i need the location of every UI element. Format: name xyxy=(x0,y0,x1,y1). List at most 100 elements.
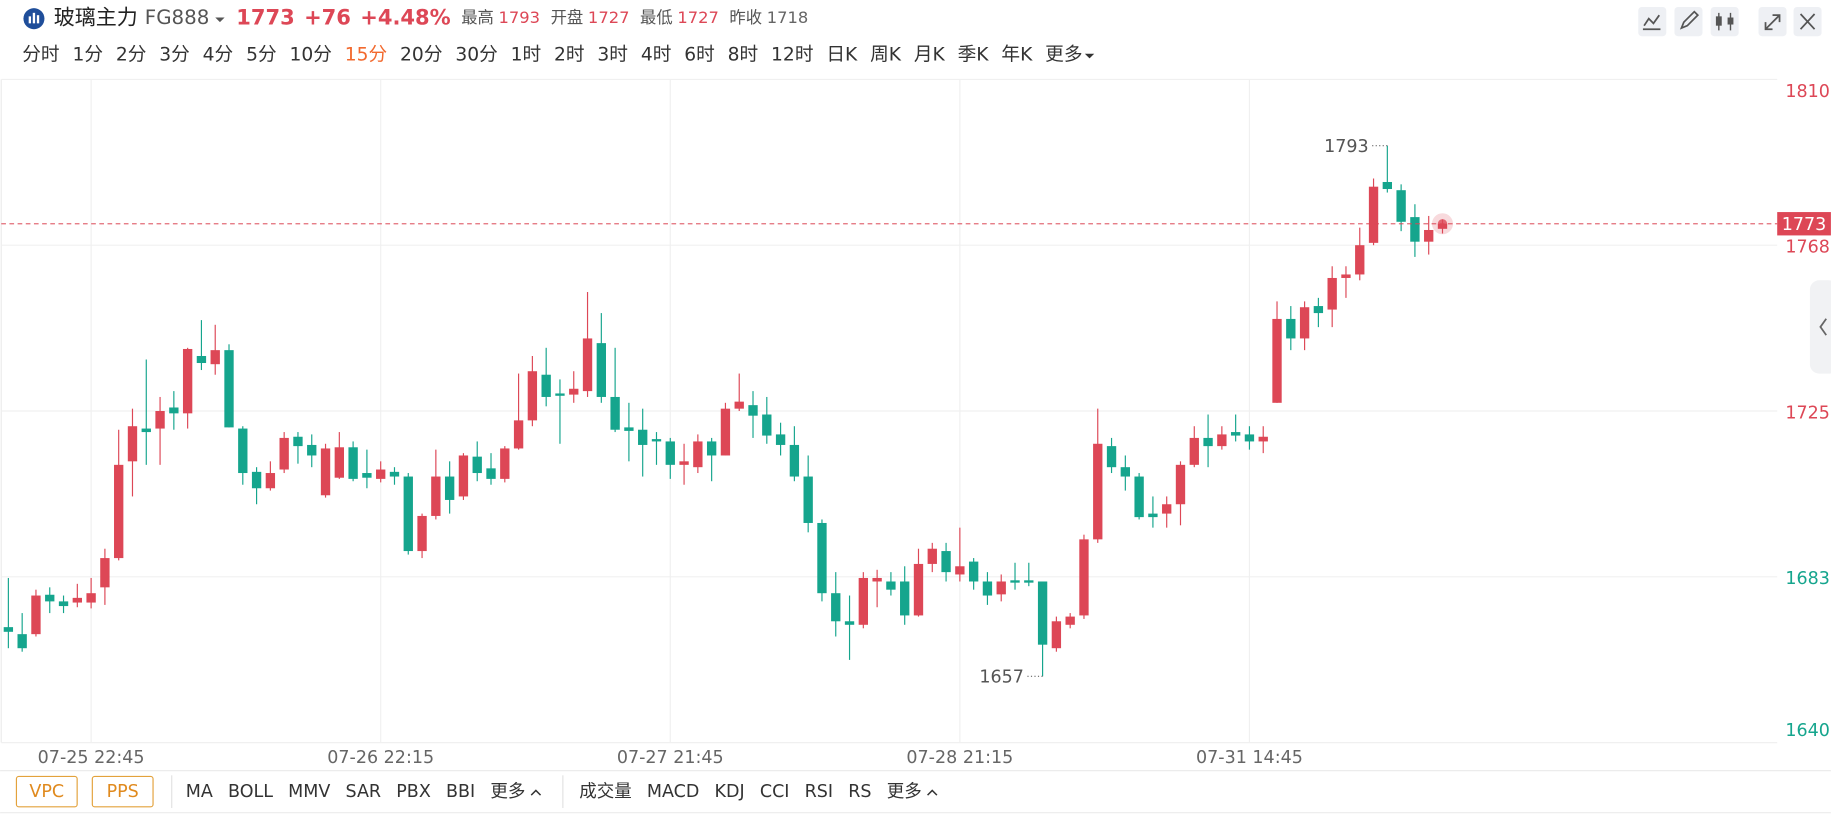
candle-body xyxy=(982,581,993,596)
candle-body xyxy=(555,393,565,396)
period-tab[interactable]: 12时 xyxy=(771,44,813,65)
candle-body xyxy=(1203,437,1213,447)
candle-body xyxy=(1120,467,1131,477)
candle-body xyxy=(817,522,827,594)
candle-body xyxy=(706,441,717,456)
period-tab[interactable]: 30分 xyxy=(455,44,497,65)
indicator-tab[interactable]: 更多 xyxy=(887,782,922,802)
period-tab[interactable]: 季K xyxy=(958,44,990,65)
candle-body xyxy=(1217,434,1227,447)
candle-body xyxy=(182,348,193,414)
tool-button[interactable] xyxy=(1710,7,1739,37)
candle-body xyxy=(458,455,469,497)
stat-label: 最高 xyxy=(461,8,494,27)
period-tab[interactable]: 周K xyxy=(870,44,902,65)
period-tab[interactable]: 4分 xyxy=(203,44,234,65)
period-tab[interactable]: 更多 xyxy=(1045,44,1082,65)
candle-body xyxy=(1024,580,1034,583)
candle-body xyxy=(955,566,965,575)
candle-body xyxy=(141,428,151,433)
period-tab[interactable]: 分时 xyxy=(22,44,59,65)
period-tab[interactable]: 20分 xyxy=(400,44,442,65)
period-tab[interactable]: 2分 xyxy=(116,44,147,65)
indicator-tab[interactable]: MA xyxy=(186,782,213,802)
period-tab[interactable]: 月K xyxy=(914,44,946,65)
indicator-tab[interactable]: MACD xyxy=(647,782,699,802)
candle-body xyxy=(1410,217,1420,242)
price-change: +76 xyxy=(304,5,351,30)
logo-bar xyxy=(36,15,40,24)
indicator-tab[interactable]: RSI xyxy=(805,782,833,802)
period-tab[interactable]: 6时 xyxy=(684,44,715,65)
candle-body xyxy=(1258,436,1268,442)
candle-body xyxy=(224,350,234,428)
period-tab[interactable]: 年K xyxy=(1001,44,1033,65)
candle-body xyxy=(1286,318,1296,339)
period-tab[interactable]: 1分 xyxy=(72,44,103,65)
indicator-tab[interactable]: SAR xyxy=(346,782,382,802)
period-tab[interactable]: 2时 xyxy=(554,44,585,65)
price-change-pct: +4.48% xyxy=(360,5,450,30)
candle-body xyxy=(748,405,758,416)
candle-body xyxy=(720,408,731,456)
candle-body xyxy=(334,447,344,478)
period-tab[interactable]: 8时 xyxy=(728,44,759,65)
indicator-tab[interactable]: RS xyxy=(848,782,871,802)
indicator-tab[interactable]: PBX xyxy=(396,782,431,802)
period-tab[interactable]: 日K xyxy=(826,44,858,65)
candle-body xyxy=(265,473,276,489)
instrument-code[interactable]: FG888 xyxy=(145,6,210,29)
candle-body xyxy=(1079,539,1089,616)
tool-icon xyxy=(1679,10,1700,30)
period-tab[interactable]: 15分 xyxy=(345,44,387,65)
candle-body xyxy=(155,411,165,429)
side-tab-icon xyxy=(1819,318,1827,336)
candle-body xyxy=(1230,432,1241,436)
candle-body xyxy=(665,441,675,465)
candle-body xyxy=(210,350,220,365)
candle-body xyxy=(1065,616,1075,625)
indicator-tab[interactable]: BOLL xyxy=(228,782,273,802)
candle-body xyxy=(789,444,800,477)
candle-body xyxy=(362,473,372,478)
overlay-button[interactable] xyxy=(15,775,78,808)
candle-body xyxy=(638,429,648,445)
candle-body xyxy=(1175,464,1186,505)
candle-body xyxy=(1106,446,1117,468)
candle-body xyxy=(1341,274,1351,278)
indicator-tab[interactable]: MMV xyxy=(288,782,330,802)
candle-body xyxy=(486,468,496,479)
period-tab[interactable]: 3时 xyxy=(597,44,628,65)
more-caret xyxy=(530,789,542,796)
y-tick-label: 1810 xyxy=(1785,82,1830,102)
indicator-tab[interactable]: BBI xyxy=(446,782,475,802)
candle-body xyxy=(582,338,593,392)
period-tab[interactable]: 5分 xyxy=(246,44,277,65)
indicator-tab[interactable]: CCI xyxy=(760,782,790,802)
candle-body xyxy=(858,577,869,625)
logo-bar xyxy=(28,16,32,24)
candle-body xyxy=(651,439,662,442)
candle-body xyxy=(500,448,510,479)
indicator-tab[interactable]: KDJ xyxy=(715,782,745,802)
candle-body xyxy=(1093,443,1103,540)
candle-body xyxy=(114,464,124,559)
candle-body xyxy=(886,581,896,590)
indicator-tab[interactable]: 成交量 xyxy=(579,782,632,802)
overlay-button[interactable] xyxy=(91,775,154,808)
stat-label: 昨收 xyxy=(729,8,762,27)
period-tab[interactable]: 3分 xyxy=(159,44,190,65)
candles xyxy=(3,145,1448,677)
candle-body xyxy=(320,448,331,496)
x-tick-label: 07-31 14:45 xyxy=(1196,748,1303,768)
x-tick-label: 07-26 22:15 xyxy=(327,748,434,768)
more-caret xyxy=(1084,53,1095,59)
period-tab[interactable]: 1时 xyxy=(511,44,542,65)
candle-body xyxy=(238,428,248,474)
tool-button[interactable] xyxy=(1674,7,1703,37)
period-tab[interactable]: 10分 xyxy=(290,44,332,65)
period-tab[interactable]: 4时 xyxy=(641,44,672,65)
candle-body xyxy=(1382,182,1393,190)
indicator-tab[interactable]: 更多 xyxy=(490,782,525,802)
